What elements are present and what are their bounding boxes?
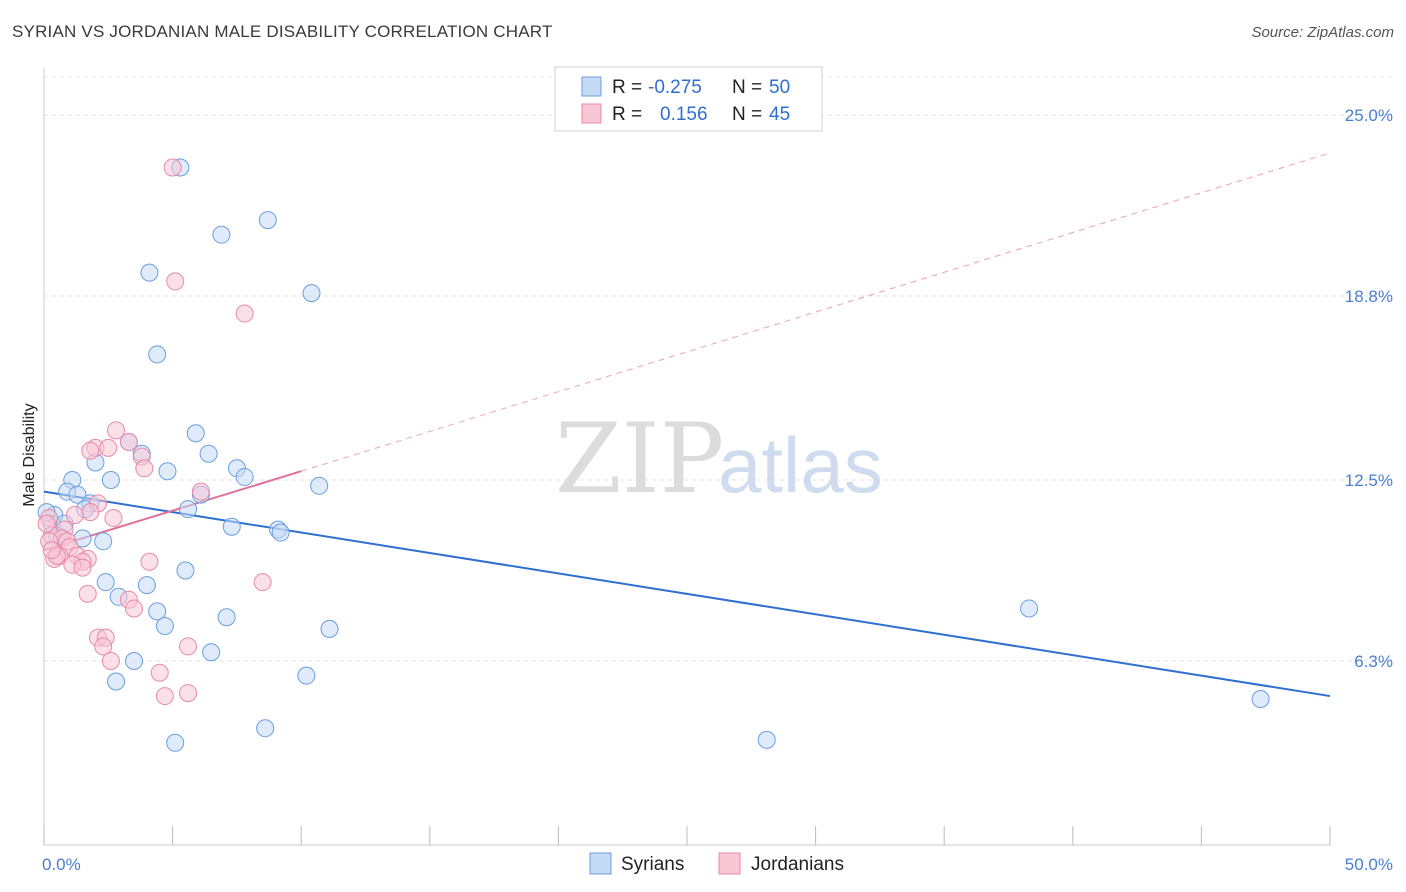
point-jordanians (155, 687, 174, 706)
point-syrians (297, 666, 316, 685)
point-syrians (68, 485, 87, 504)
y-tick-label: 6.3% (1354, 652, 1393, 671)
point-syrians (199, 444, 218, 463)
legend-swatch-jordanians (581, 103, 602, 124)
point-jordanians (253, 573, 272, 592)
point-syrians (222, 517, 241, 536)
series-legend-swatch-jordanians (718, 852, 741, 875)
point-jordanians (78, 584, 97, 603)
trend-line-syrians (43, 490, 1331, 698)
point-syrians (271, 523, 290, 542)
point-syrians (155, 616, 174, 635)
point-syrians (148, 602, 167, 621)
point-syrians (179, 500, 198, 519)
point-syrians (101, 470, 120, 489)
point-jordanians (179, 684, 198, 703)
point-syrians (757, 730, 776, 749)
point-jordanians (191, 482, 210, 501)
point-syrians (1020, 599, 1039, 618)
point-syrians (140, 263, 159, 282)
point-syrians (256, 719, 275, 738)
point-syrians (186, 424, 205, 443)
point-jordanians (101, 652, 120, 671)
point-syrians (94, 532, 113, 551)
series-legend: Syrians Jordanians (589, 852, 844, 875)
point-syrians (96, 573, 115, 592)
x-tick-label: 50.0% (1345, 855, 1393, 874)
x-tick-label: 0.0% (42, 855, 81, 874)
legend-r-value-jordanians: 0.156 (660, 104, 708, 125)
chart-title: SYRIAN VS JORDANIAN MALE DISABILITY CORR… (12, 22, 553, 41)
point-syrians (1251, 689, 1270, 708)
point-jordanians (81, 441, 100, 460)
legend-n-label-jordanians: N = (732, 104, 762, 125)
legend-r-value-syrians: -0.275 (648, 77, 702, 98)
point-jordanians (107, 421, 126, 440)
point-syrians (125, 652, 144, 671)
point-syrians (158, 462, 177, 481)
point-jordanians (37, 514, 56, 533)
point-syrians (137, 576, 156, 595)
point-jordanians (119, 433, 138, 452)
y-tick-label: 18.8% (1345, 287, 1393, 306)
watermark-atlas: atlas (718, 421, 883, 509)
point-jordanians (94, 637, 113, 656)
point-syrians (148, 345, 167, 364)
point-jordanians (150, 663, 169, 682)
point-syrians (212, 225, 231, 244)
legend-r-label-jordanians: R = (612, 104, 642, 125)
point-syrians (107, 672, 126, 691)
series-legend-label-syrians: Syrians (621, 854, 684, 875)
point-jordanians (81, 503, 100, 522)
series-legend-swatch-syrians (589, 852, 612, 875)
gridlines (44, 76, 1392, 662)
point-syrians (310, 476, 329, 495)
legend-r-label-syrians: R = (612, 77, 642, 98)
point-jordanians (125, 599, 144, 618)
y-axis-label: Male Disability (21, 403, 38, 506)
legend-swatch-syrians (581, 76, 602, 97)
scatter-points (37, 158, 1270, 752)
y-tick-label: 25.0% (1345, 106, 1393, 125)
trend-line-jordanians-extension (301, 152, 1331, 472)
legend-n-label-syrians: N = (732, 77, 762, 98)
point-jordanians (166, 272, 185, 291)
point-syrians (320, 619, 339, 638)
point-jordanians (179, 637, 198, 656)
point-syrians (166, 733, 185, 752)
watermark-zip: ZIP (555, 403, 724, 515)
point-syrians (202, 643, 221, 662)
axes (43, 68, 1331, 846)
point-syrians (176, 561, 195, 580)
point-syrians (217, 608, 236, 627)
y-tick-label: 12.5% (1345, 471, 1393, 490)
point-jordanians (65, 506, 84, 525)
point-syrians (302, 284, 321, 303)
legend-n-value-jordanians: 45 (769, 104, 790, 125)
point-jordanians (140, 552, 159, 571)
point-syrians (235, 468, 254, 487)
source-credit: Source: ZipAtlas.com (1251, 24, 1394, 41)
legend-n-value-syrians: 50 (769, 77, 790, 98)
tick-labels: 6.3% 12.5% 18.8% 25.0% 0.0% 50.0% (42, 106, 1393, 874)
point-jordanians (99, 438, 118, 457)
point-syrians (258, 211, 277, 230)
point-jordanians (104, 508, 123, 527)
point-jordanians (163, 158, 182, 177)
watermark: ZIP atlas (555, 403, 883, 515)
series-legend-label-jordanians: Jordanians (751, 854, 844, 875)
point-jordanians (73, 558, 92, 577)
point-jordanians (135, 459, 154, 478)
point-jordanians (235, 304, 254, 323)
point-jordanians (42, 541, 61, 560)
correlation-legend: R = -0.275 N = 50 R = 0.156 N = 45 (554, 66, 823, 132)
